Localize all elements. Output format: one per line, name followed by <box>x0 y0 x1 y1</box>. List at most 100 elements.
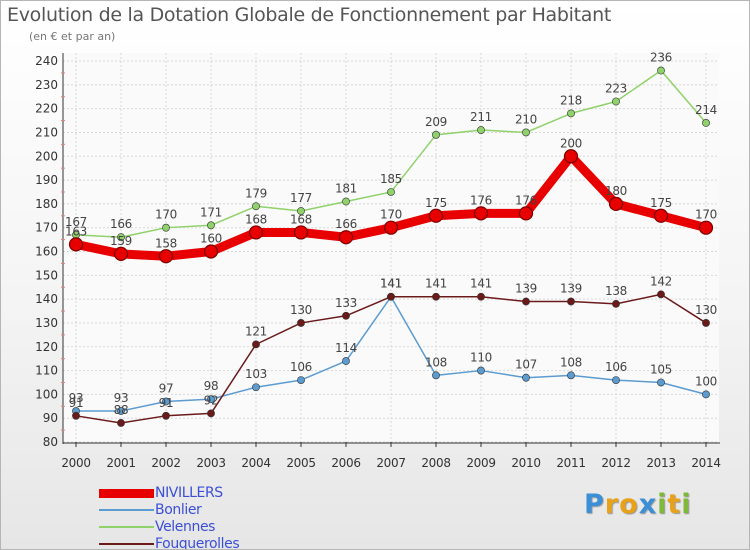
data-label: 91 <box>159 396 174 410</box>
data-label: 110 <box>470 351 492 365</box>
data-point <box>522 297 530 306</box>
y-tick-label: 160 <box>35 245 58 259</box>
data-point <box>653 208 669 223</box>
data-point <box>252 383 260 392</box>
data-label: 160 <box>200 232 222 246</box>
x-tick-label: 2000 <box>61 456 90 470</box>
series-fouquerolles <box>72 290 710 427</box>
x-tick-label: 2001 <box>106 456 135 470</box>
y-tick-label: 150 <box>35 268 58 282</box>
data-label: 141 <box>380 277 402 291</box>
data-point <box>158 249 174 264</box>
data-label: 107 <box>515 358 537 372</box>
data-point <box>698 220 714 235</box>
data-point <box>477 292 485 301</box>
data-label: 175 <box>425 196 447 210</box>
data-label: 141 <box>425 277 447 291</box>
x-tick-label: 2013 <box>646 456 675 470</box>
data-point <box>162 411 170 420</box>
logo-letter: o <box>619 489 639 520</box>
logo-letter: r <box>604 489 620 520</box>
data-label: 163 <box>65 224 87 238</box>
logo-letter: P <box>584 489 605 520</box>
y-tick-label: 100 <box>35 387 58 401</box>
data-point <box>252 340 260 349</box>
data-label: 139 <box>560 282 582 296</box>
data-label: 100 <box>695 374 717 388</box>
data-point <box>387 292 395 301</box>
data-label: 97 <box>159 382 174 396</box>
data-point <box>563 149 579 164</box>
y-tick-label: 210 <box>35 125 58 139</box>
data-point <box>252 202 260 211</box>
data-point <box>432 371 440 380</box>
data-label: 108 <box>425 355 447 369</box>
data-point <box>207 221 215 230</box>
data-label: 103 <box>245 367 267 381</box>
data-label: 176 <box>515 193 537 207</box>
data-point <box>567 109 575 118</box>
y-tick-label: 180 <box>35 197 58 211</box>
data-label: 185 <box>380 172 402 186</box>
data-point <box>342 357 350 365</box>
data-point <box>342 197 350 206</box>
data-point <box>473 206 489 221</box>
legend-label: NIVILLERS <box>155 485 223 501</box>
data-point <box>297 207 305 215</box>
x-tick-label: 2009 <box>466 456 495 470</box>
data-label: 176 <box>470 193 492 207</box>
x-tick-label: 2010 <box>511 456 540 470</box>
x-tick-label: 2004 <box>241 456 270 470</box>
data-point <box>432 292 440 301</box>
data-label: 214 <box>695 103 717 117</box>
x-tick-label: 2011 <box>556 456 585 470</box>
data-point <box>702 319 710 327</box>
x-tick-label: 2002 <box>151 456 180 470</box>
x-tick-label: 2008 <box>421 456 450 470</box>
data-point <box>297 376 305 384</box>
x-tick-label: 2007 <box>376 456 405 470</box>
data-point <box>522 373 530 382</box>
x-tick-label: 2014 <box>691 456 720 470</box>
proxiti-logo: Proxiti <box>584 489 692 520</box>
data-label: 93 <box>114 391 129 405</box>
data-label: 181 <box>335 181 357 195</box>
data-label: 175 <box>650 196 672 210</box>
legend-swatch <box>99 526 154 528</box>
data-point <box>162 223 170 232</box>
data-label: 223 <box>605 81 627 95</box>
data-label: 130 <box>290 303 312 317</box>
data-label: 218 <box>560 93 582 107</box>
data-label: 166 <box>335 217 357 231</box>
data-point <box>612 299 620 308</box>
legend-label: Fouquerolles <box>155 536 240 550</box>
data-point <box>428 208 444 223</box>
data-point <box>522 128 530 137</box>
data-point <box>203 244 219 259</box>
data-point <box>117 407 125 415</box>
data-point <box>432 130 440 139</box>
data-label: 168 <box>290 212 312 226</box>
y-tick-label: 190 <box>35 173 58 187</box>
data-point <box>387 188 395 196</box>
data-label: 200 <box>560 136 582 150</box>
data-label: 106 <box>605 360 627 374</box>
data-point <box>207 409 215 418</box>
y-tick-label: 170 <box>35 221 58 235</box>
data-point <box>702 119 710 127</box>
data-point <box>612 97 620 106</box>
legend-label: Bonlier <box>155 502 202 518</box>
data-point <box>657 290 665 299</box>
series-nivillers <box>68 149 714 264</box>
legend-swatch <box>99 543 154 545</box>
data-label: 170 <box>155 208 177 222</box>
y-tick-label: 200 <box>35 149 58 163</box>
logo-letter: t <box>667 489 682 520</box>
data-label: 91 <box>69 396 84 410</box>
x-tick-label: 2006 <box>331 456 360 470</box>
data-label: 177 <box>290 191 312 205</box>
data-label: 93 <box>69 391 84 405</box>
data-point <box>608 196 624 211</box>
data-point <box>248 225 264 240</box>
